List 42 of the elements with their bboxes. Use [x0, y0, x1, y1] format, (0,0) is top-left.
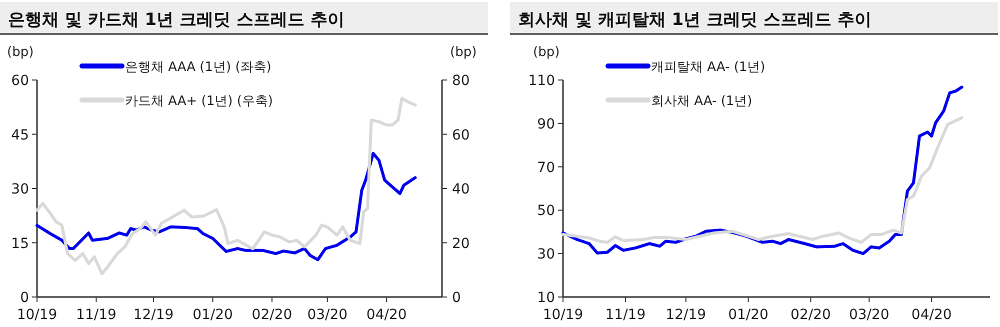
y-tick-label: 30 [11, 182, 29, 198]
y-tick-label: 30 [537, 246, 555, 263]
x-tick-label: 12/19 [666, 307, 706, 323]
x-tick-label: 12/19 [133, 307, 174, 323]
y-tick-label: 70 [537, 160, 555, 176]
x-tick-label: 11/19 [76, 307, 116, 323]
legend-label: 은행채 AAA (1년) (좌축) [125, 60, 272, 75]
x-tick-label: 03/20 [307, 307, 348, 323]
line-series [36, 96, 417, 276]
x-tick-label: 11/19 [605, 307, 646, 323]
x-tick-label: 04/20 [911, 307, 952, 323]
y-axis-title: (bp) [7, 45, 34, 60]
legend-label: 회사채 AA- (1년) [651, 94, 752, 109]
line-series [36, 152, 417, 262]
y-tick-label: 50 [537, 203, 555, 220]
line-series [562, 116, 964, 244]
y-axis-title: (bp) [533, 45, 560, 60]
y-tick-label: 110 [528, 73, 555, 89]
x-tick-label: 10/19 [542, 307, 584, 323]
y2-tick-label: 20 [452, 236, 470, 252]
y2-tick-label: 80 [452, 73, 470, 89]
legend-label: 카드채 AA+ (1년) (우축) [125, 94, 273, 109]
chart-title: 회사채 및 캐피탈채 1년 크레딧 스프레드 추이 [518, 10, 872, 30]
x-tick-label: 04/20 [366, 307, 407, 323]
y-tick-label: 90 [537, 116, 555, 132]
y-tick-label: 15 [11, 236, 29, 252]
y-tick-label: 45 [11, 127, 29, 144]
y-tick-label: 0 [20, 290, 29, 306]
x-tick-label: 01/20 [728, 307, 768, 323]
y2-tick-label: 60 [452, 127, 470, 144]
chart-title: 은행채 및 카드채 1년 크레딧 스프레드 추이 [8, 10, 344, 30]
x-tick-label: 02/20 [790, 307, 831, 323]
y2-axis-title: (bp) [450, 45, 477, 60]
y2-tick-label: 0 [452, 290, 461, 306]
y-tick-label: 10 [537, 290, 555, 306]
x-tick-label: 10/19 [16, 307, 58, 323]
x-tick-label: 03/20 [848, 307, 890, 323]
x-tick-label: 01/20 [192, 307, 233, 323]
y-tick-label: 60 [11, 73, 29, 89]
x-tick-label: 02/20 [252, 307, 292, 323]
y2-tick-label: 40 [452, 182, 470, 198]
legend-label: 캐피탈채 AA- (1년) [651, 60, 766, 75]
